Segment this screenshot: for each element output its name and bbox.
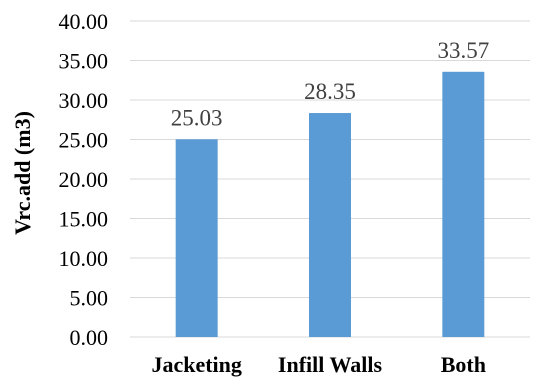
data-label: 28.35 [304, 79, 356, 104]
bars [175, 71, 485, 337]
y-tick-label: 25.00 [59, 128, 109, 153]
data-label: 25.03 [171, 105, 223, 130]
y-tick-label: 30.00 [59, 88, 109, 113]
y-tick-label: 35.00 [59, 49, 109, 74]
bar [309, 113, 351, 337]
bar [442, 71, 485, 337]
category-label: Both [441, 352, 486, 377]
y-tick-label: 20.00 [59, 167, 109, 192]
category-labels: Jacketing Infill Walls Both [151, 352, 486, 377]
y-tick-label: 15.00 [59, 207, 109, 232]
y-tick-label: 40.00 [59, 9, 109, 34]
y-tick-label: 5.00 [70, 286, 109, 311]
category-label: Jacketing [151, 352, 241, 377]
y-axis-ticks: 0.00 5.00 10.00 15.00 20.00 25.00 30.00 35.00 40… [59, 9, 109, 350]
data-label: 33.57 [437, 38, 489, 63]
y-axis-title: Vrc.add (m3) [10, 111, 35, 235]
y-tick-label: 0.00 [70, 325, 109, 350]
data-labels: 25.03 28.35 33.57 [171, 38, 489, 130]
category-label: Infill Walls [278, 352, 383, 377]
y-tick-label: 10.00 [59, 246, 109, 271]
bar [175, 139, 218, 337]
